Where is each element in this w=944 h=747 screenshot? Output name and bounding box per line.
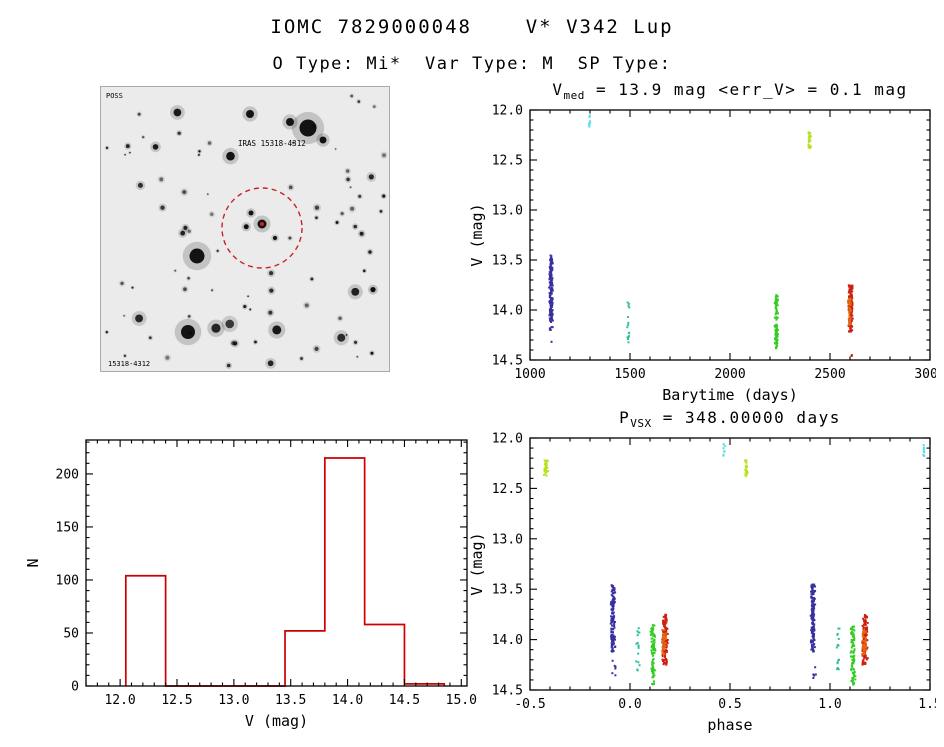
phase-ytick-label: 14.0 [492,633,523,648]
histogram-ylabel: N [24,558,42,567]
target-circle [221,187,303,269]
phase-ylabel: V (mag) [468,532,486,595]
finder-bottom-text: 15318-4312 [108,360,150,368]
lightcurve-ytick-label: 14.0 [492,304,523,319]
phase-ytick-label: 12.5 [492,482,523,497]
lightcurve-title-base: V [552,80,564,99]
lightcurve-ytick-label: 13.0 [492,204,523,219]
phase-orange-b [861,629,868,656]
phase-title: PVSX = 348.00000 days [530,408,930,430]
phase-panel: PVSX = 348.00000 days -0.5 0.0 0.5 1.0 1.5 12… [452,408,936,744]
phase-ytick-label: 14.5 [492,684,523,699]
histogram-xtick-label: 12.0 [104,693,135,708]
bright-chartreuse-point [807,131,813,149]
lightcurve-ytick-label: 12.0 [492,104,523,119]
phase-teal-a [635,627,641,672]
finder-target-label: IRAS 15318-4312 [238,139,306,148]
page-subtitle: O Type: Mi* Var Type: M SP Type: [272,54,672,74]
phase-axes-frame [529,437,931,691]
lightcurve-xtick-label: 2500 [814,367,845,382]
histogram-ytick-label: 150 [56,520,79,535]
lightcurve-points [548,114,854,357]
phase-orange-a [660,629,668,655]
phase-ytick-label: 12.0 [492,432,523,447]
phase-cyan-b [922,444,926,457]
lightcurve-axes-frame [529,109,931,361]
histogram-xtick-label: 14.0 [332,693,363,708]
phase-navy-a [609,584,617,653]
target-marker [260,222,264,226]
epoch4-orange [847,297,852,326]
histogram-ytick-label: 100 [56,573,79,588]
histogram-ticks [85,440,467,687]
histogram-xtick-label: 15.0 [446,693,477,708]
lightcurve-xtick-label: 2000 [714,367,745,382]
lightcurve-title-rest: = 13.9 mag <err_V> = 0.1 mag [584,80,908,99]
phase-green-b [849,625,857,686]
lightcurve-xtick-label: 3000 [914,367,936,382]
phase-xtick-label: 1.5 [918,697,936,712]
histogram-ytick-label: 200 [56,467,79,482]
phase-chartreuse-a [543,459,550,477]
phase-navy-outliers-a [611,659,617,677]
histogram-xtick-label: 12.5 [161,693,192,708]
phase-ticks [529,437,931,691]
epoch4-red-outlier [850,354,853,357]
epoch3-green [773,294,780,350]
lightcurve-ticks [529,109,931,361]
histogram-plot: 12.0 12.5 13.0 13.5 14.0 14.5 15.0 0 50 100 150 200… [24,439,477,730]
lightcurve-plot: 1000 1500 2000 2500 3000 12.0 12.5 13.0 13.5 14.0… [468,104,936,404]
histogram-ytick-label: 50 [63,626,79,641]
histogram-xtick-label: 14.5 [389,693,420,708]
lightcurve-ytick-label: 14.5 [492,354,523,369]
lightcurve-ylabel: V (mag) [468,203,486,266]
histogram-xlabel: V (mag) [245,712,308,730]
lightcurve-xtick-label: 1500 [614,367,645,382]
histogram-xtick-label: 13.5 [275,693,306,708]
histogram-axes-frame [85,439,468,687]
phase-xtick-label: 1.0 [818,697,841,712]
phase-xlabel: phase [707,716,752,734]
phase-title-rest: = 348.00000 days [651,408,841,427]
histogram-panel: 12.0 12.5 13.0 13.5 14.0 14.5 15.0 0 50 100 150 200… [18,424,483,742]
phase-xtick-label: -0.5 [514,697,545,712]
finding-chart-image: POSS IRAS 15318-4312 15318-4312 [100,86,390,372]
phase-navy-b [809,583,817,653]
bright-cyan-point [588,114,592,128]
phase-ytick-label: 13.0 [492,532,523,547]
lightcurve-ytick-label: 12.5 [492,154,523,169]
epoch2-teal [626,301,631,344]
phase-title-base: P [619,408,631,427]
finder-background [100,86,390,372]
lightcurve-panel: Vmed = 13.9 mag <err_V> = 0.1 mag 1000 15… [452,80,936,412]
star-field [104,93,388,369]
phase-title-sub: VSX [630,417,652,431]
lightcurve-xlabel: Barytime (days) [662,386,797,404]
histogram-outline [124,457,446,687]
phase-plot: -0.5 0.0 0.5 1.0 1.5 12.0 12.5 13.0 13.5 14.0 14.5… [468,432,936,734]
phase-ytick-label: 13.5 [492,583,523,598]
finder-corner-text: POSS [106,92,123,100]
epoch1-navy-outliers [548,326,554,343]
phase-green-a [649,624,657,686]
lightcurve-ytick-label: 13.5 [492,254,523,269]
phase-navy-outliers-b [812,666,817,680]
lightcurve-title: Vmed = 13.9 mag <err_V> = 0.1 mag [530,80,930,102]
epoch1-navy [548,254,554,323]
phase-teal-b [835,627,841,671]
phase-cyan-a [722,443,726,457]
lightcurve-title-sub: med [563,89,585,103]
lightcurve-xtick-label: 1000 [514,367,545,382]
page-title: IOMC 7829000048 V* V342 Lup [270,16,674,38]
histogram-ytick-label: 0 [71,680,79,695]
phase-chartreuse-b [744,459,749,478]
phase-points [543,443,926,686]
phase-xtick-label: 0.0 [618,697,641,712]
phase-xtick-label: 0.5 [718,697,741,712]
histogram-xtick-label: 13.0 [218,693,249,708]
